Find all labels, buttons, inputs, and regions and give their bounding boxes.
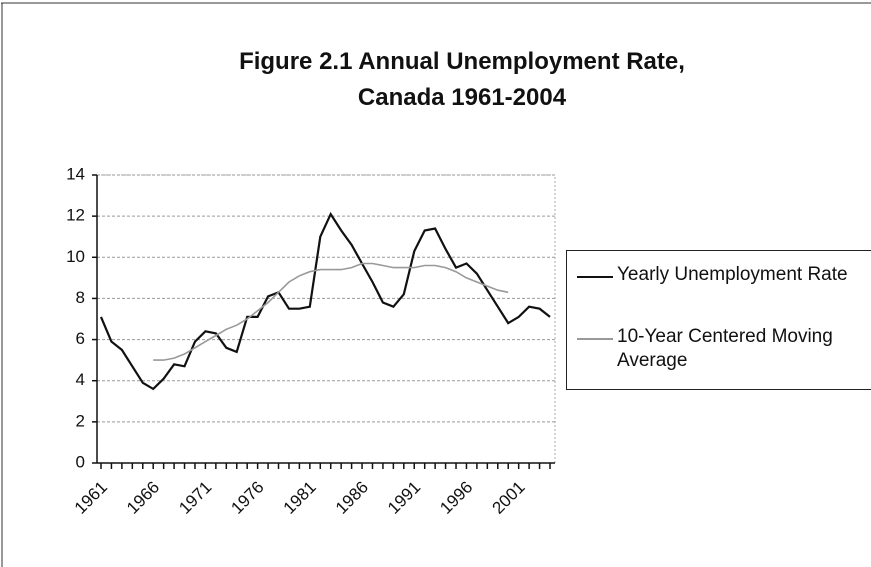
y-tick-label: 4 <box>76 370 85 389</box>
legend-label: 10-Year Centered Moving Average <box>617 326 833 371</box>
series-line <box>153 262 509 361</box>
legend-label: Yearly Unemployment Rate <box>617 264 848 285</box>
y-tick-label: 2 <box>76 411 85 430</box>
y-tick-label: 14 <box>66 164 85 183</box>
series-line <box>99 211 551 391</box>
y-tick-label: 8 <box>76 288 85 307</box>
legend-swatch <box>577 276 613 278</box>
x-tick-label: 1966 <box>123 478 163 518</box>
x-tick-label: 1996 <box>436 478 476 518</box>
y-tick-label: 12 <box>66 206 85 225</box>
x-tick-label: 1986 <box>332 478 372 518</box>
x-tick-label: 1961 <box>71 478 111 518</box>
plot-area <box>96 174 556 464</box>
chart-title: Figure 2.1 Annual Unemployment Rate, Can… <box>239 48 685 111</box>
x-tick-label: 1981 <box>280 478 320 518</box>
x-tick-label: 1976 <box>227 478 267 518</box>
y-tick-label: 6 <box>76 329 85 348</box>
legend-item: Yearly Unemployment Rate <box>567 263 867 315</box>
x-tick-label: 1991 <box>384 478 424 518</box>
y-tick-label: 10 <box>66 247 85 266</box>
legend-swatch <box>577 338 613 340</box>
legend: Yearly Unemployment Rate 10-Year Centered… <box>566 250 871 390</box>
x-tick-label: 2001 <box>488 478 528 518</box>
x-tick-label: 1971 <box>175 478 215 518</box>
legend-item: 10-Year Centered Moving Average <box>567 325 867 377</box>
y-tick-label: 0 <box>76 452 85 471</box>
